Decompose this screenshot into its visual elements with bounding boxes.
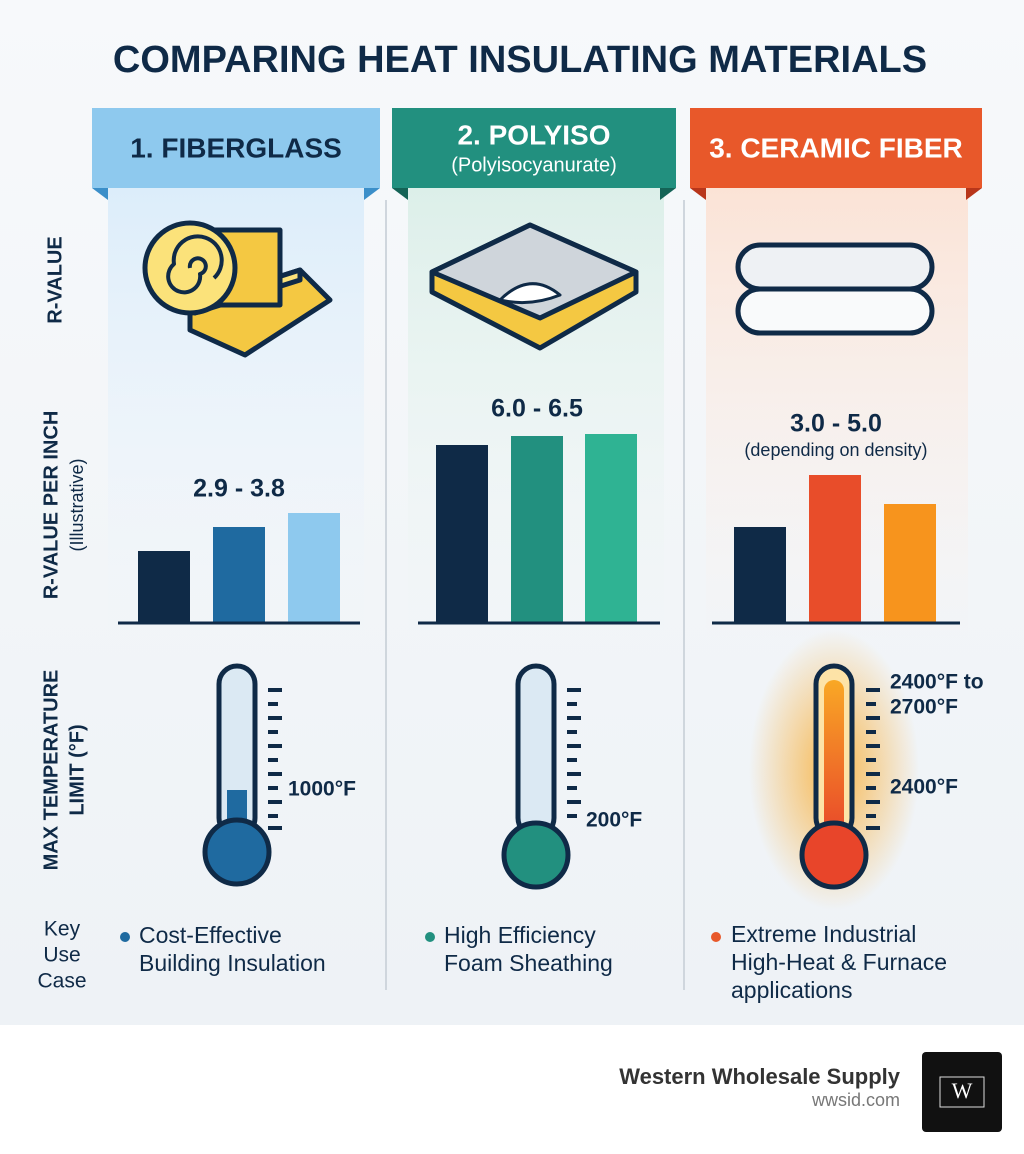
use-case: Foam Sheathing [444,950,613,976]
polyiso-icon [429,222,639,351]
bullet [425,932,435,942]
use-case: High-Heat & Furnace [731,949,947,975]
header-bg [392,108,676,188]
row-label: MAX TEMPERATURE [40,670,62,871]
bullet [120,932,130,942]
thermometer [202,663,282,887]
row-label: R-VALUE [44,236,66,323]
header-bg [92,108,380,188]
r-value-note: (depending on density) [744,440,927,460]
row-label: Use [43,944,80,967]
header: 1. FIBERGLASS [130,132,342,163]
use-case: Extreme Industrial [731,921,916,947]
illustrative-bars [118,434,960,625]
ceramic-icon [735,242,935,336]
row-label: LIMIT (°F) [66,724,88,815]
company: Western Wholesale Supply [619,1064,901,1089]
title: COMPARING HEAT INSULATING MATERIALS [113,39,927,81]
temp-label: 200°F [586,809,642,832]
header: 2. POLYISO [457,119,610,150]
bullet [711,932,721,942]
logo-text: W [952,1078,973,1103]
use-case: applications [731,977,852,1003]
logo [922,1052,1002,1132]
header-bg [690,108,982,188]
subheader: (Polyisocyanurate) [451,154,617,176]
thermometer [749,630,919,910]
temp-label: 1000°F [288,778,356,801]
use-case: High Efficiency [444,922,596,948]
header-tab [364,188,380,200]
header-tab [392,188,408,200]
row-label: Key [44,918,81,941]
r-value: 3.0 - 5.0 [790,410,882,438]
r-value: 2.9 - 3.8 [193,475,285,503]
header-tab [92,188,108,200]
r-value: 6.0 - 6.5 [491,395,583,423]
temp-label: 2400°F [890,776,958,799]
header-tab [660,188,676,200]
header-tab [690,188,706,200]
header-tab [966,188,982,200]
url: wwsid.com [811,1090,900,1110]
use-case: Cost-Effective [139,922,282,948]
use-case: Building Insulation [139,950,326,976]
temp-label: 2400°F to [890,671,984,694]
thermometer [501,663,581,890]
row-label: Case [37,970,86,993]
header: 3. CERAMIC FIBER [709,132,963,163]
row-label: R-VALUE PER INCH [40,411,62,600]
temp-label: 2700°F [890,696,958,719]
logo-frame [939,1076,985,1108]
row-label-note: (Illustrative) [67,458,87,551]
fiberglass-icon [142,220,333,358]
